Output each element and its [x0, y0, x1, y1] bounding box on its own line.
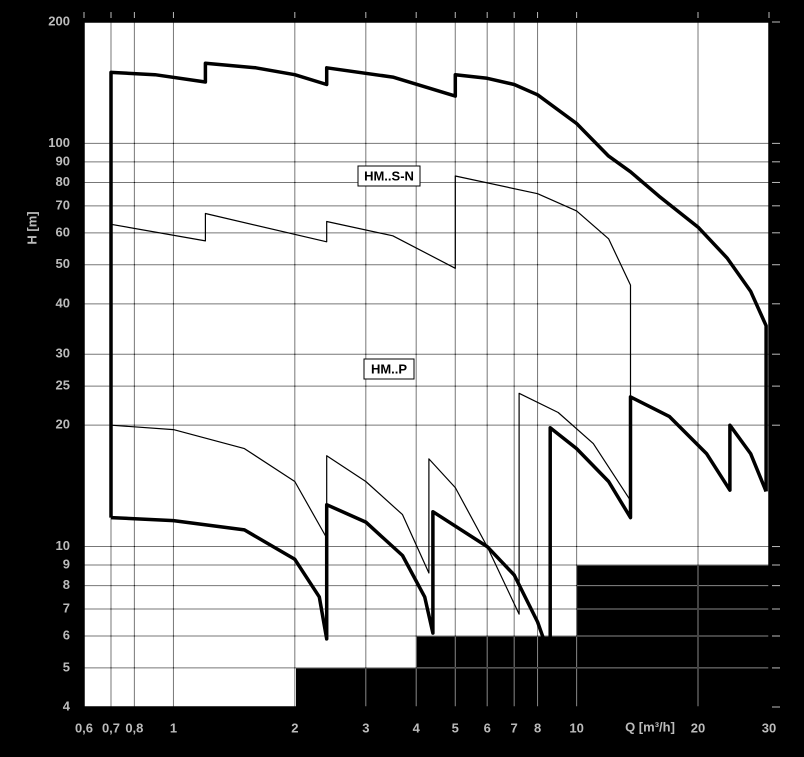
y-tick-label: 50: [56, 256, 70, 271]
y-tick-label: 9: [63, 556, 70, 571]
y-tick-label: 200: [48, 13, 70, 28]
y-tick-label: 7: [63, 600, 70, 615]
x-tick-label: 7: [511, 720, 518, 735]
y-tick-label: 90: [56, 153, 70, 168]
y-tick-label: 100: [48, 135, 70, 150]
y-tick-label: 40: [56, 295, 70, 310]
x-tick-label: 4: [413, 720, 421, 735]
y-tick-label: 20: [56, 417, 70, 432]
curve: [110, 392, 632, 615]
curve: [109, 61, 768, 518]
y-tick-label: 6: [63, 627, 70, 642]
x-tick-label: 6: [484, 720, 491, 735]
y-tick-label: 25: [56, 378, 70, 393]
label-box: HM..S-N HM..P: [357, 165, 421, 380]
y-tick-label: 4: [63, 698, 71, 713]
curve: [110, 395, 768, 660]
x-tick-label: 8: [534, 720, 541, 735]
y-tick-label: 60: [56, 224, 70, 239]
x-tick-label: 3: [362, 720, 369, 735]
annotation: HM..S-N: [364, 168, 414, 183]
plot-area: [84, 22, 769, 707]
y-tick-label: 30: [56, 346, 70, 361]
x-tick-label: 5: [452, 720, 459, 735]
x-tick-label: 0,7: [102, 720, 120, 735]
plot-border: [83, 21, 770, 708]
x-axis-label: Q [m³/h]: [625, 719, 675, 734]
x-tick-label: 10: [569, 720, 583, 735]
y-axis-label: H [m]: [24, 211, 39, 244]
y-tick-label: 70: [56, 197, 70, 212]
y-tick-label: 8: [63, 577, 70, 592]
x-tick-label: 0,6: [75, 720, 93, 735]
label-frame: [363, 358, 415, 380]
y-tick-label: 5: [63, 659, 70, 674]
x-tick-label: 1: [170, 720, 177, 735]
y-tick-label: 10: [56, 538, 70, 553]
label-frame: [357, 165, 421, 187]
x-tick-label: 2: [291, 720, 298, 735]
x-tick-label: 20: [691, 720, 705, 735]
x-tick-label: 0,8: [125, 720, 143, 735]
curve: [110, 175, 632, 505]
y-tick-label: 80: [56, 174, 70, 189]
x-tick-label: 30: [762, 720, 776, 735]
annotation: HM..P: [371, 361, 407, 376]
